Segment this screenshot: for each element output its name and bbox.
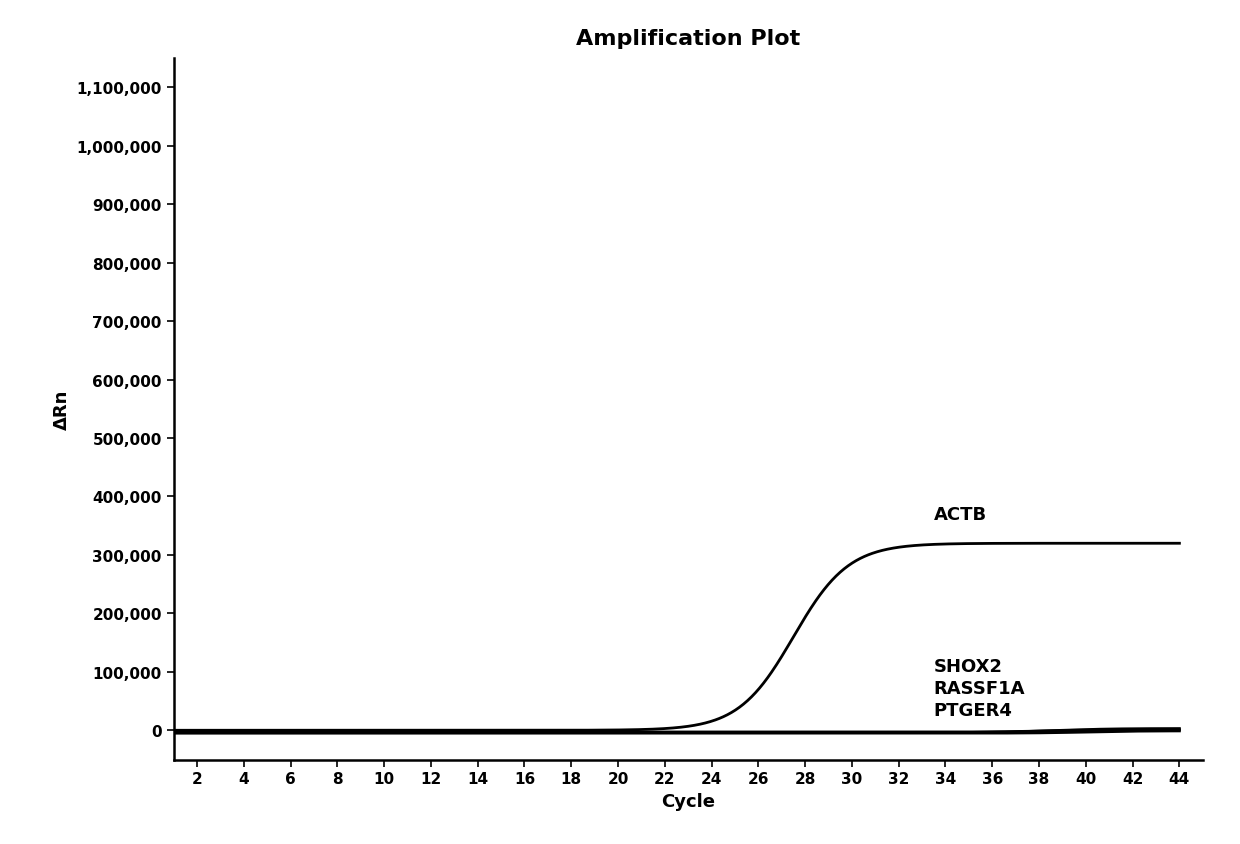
X-axis label: Cycle: Cycle — [661, 792, 715, 810]
Title: Amplification Plot: Amplification Plot — [577, 30, 800, 49]
Y-axis label: ΔRn: ΔRn — [53, 389, 71, 430]
Text: RASSF1A: RASSF1A — [934, 679, 1025, 697]
Text: ACTB: ACTB — [934, 506, 987, 523]
Text: SHOX2: SHOX2 — [934, 657, 1003, 675]
Text: PTGER4: PTGER4 — [934, 701, 1013, 720]
